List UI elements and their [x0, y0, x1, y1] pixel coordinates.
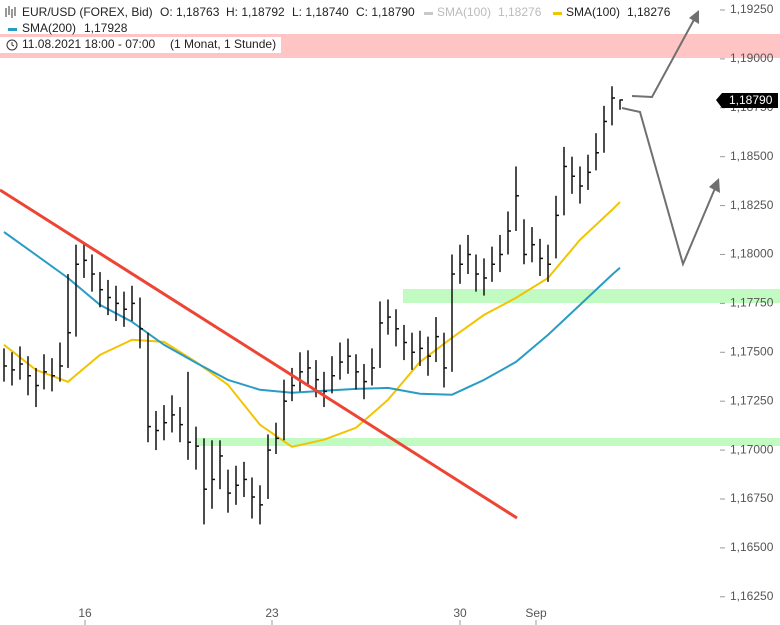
- arrow-head: [689, 10, 699, 24]
- clock-hand: [11, 42, 15, 47]
- ohlc-label: O: 1,18763: [160, 5, 220, 19]
- plot-area: [3, 86, 623, 525]
- y-tick-label: 1,18500: [730, 149, 774, 163]
- y-tick-label: 1,19000: [730, 51, 774, 65]
- legend-swatch: [8, 28, 17, 31]
- legend-swatch: [553, 12, 562, 15]
- y-tick-label: 1,16750: [730, 491, 774, 505]
- y-tick-label: 1,16250: [730, 589, 774, 603]
- interval: (1 Monat, 1 Stunde): [170, 37, 276, 51]
- trend-line: [0, 188, 518, 520]
- projection-arrow: [621, 107, 717, 268]
- price-label: 1,18790: [729, 93, 773, 107]
- arrow-head: [709, 178, 720, 193]
- x-tick-label: Sep: [525, 606, 547, 620]
- support-zone: [403, 289, 780, 303]
- projection-arrow: [631, 15, 697, 99]
- ohlc-label: C: 1,18790: [356, 5, 415, 19]
- y-tick-label: 1,16500: [730, 540, 774, 554]
- legend-value: 1,18276: [627, 5, 671, 19]
- legend-value: 1,18276: [498, 5, 542, 19]
- date-range: 11.08.2021 18:00 - 07:00: [22, 37, 156, 51]
- ohlc-label: L: 1,18740: [292, 5, 349, 19]
- clock-icon: [6, 39, 18, 51]
- x-tick-label: 30: [453, 606, 467, 620]
- support-zone: [195, 438, 780, 446]
- y-tick-label: 1,18250: [730, 198, 774, 212]
- x-tick-label: 23: [265, 606, 279, 620]
- ohlc-label: H: 1,18792: [226, 5, 285, 19]
- chart-icon: [5, 6, 16, 18]
- legend-value: 1,17928: [84, 21, 128, 35]
- symbol: EUR/USD (FOREX, Bid): [22, 5, 153, 19]
- legend-name: SMA(100): [566, 5, 620, 19]
- x-tick-label: 16: [78, 606, 92, 620]
- y-tick-label: 1,17250: [730, 393, 774, 407]
- legend-name: SMA(100): [437, 5, 491, 19]
- y-tick-label: 1,17750: [730, 296, 774, 310]
- y-tick-label: 1,17500: [730, 344, 774, 358]
- sma-line: [3, 231, 621, 396]
- y-tick-label: 1,17000: [730, 442, 774, 456]
- axes: 1,16250 1,16500 1,16750 1,17000 1,17250 1,175…: [78, 2, 774, 625]
- sma-line: [3, 201, 621, 448]
- legend-swatch: [424, 12, 433, 15]
- legend-name: SMA(200): [22, 21, 76, 35]
- date-box: [0, 37, 281, 53]
- legend: EUR/USD (FOREX, Bid) O: 1,18763 H: 1,187…: [0, 5, 671, 53]
- y-tick-label: 1,19250: [730, 2, 774, 16]
- y-tick-label: 1,18000: [730, 247, 774, 261]
- price-badge: [716, 93, 778, 108]
